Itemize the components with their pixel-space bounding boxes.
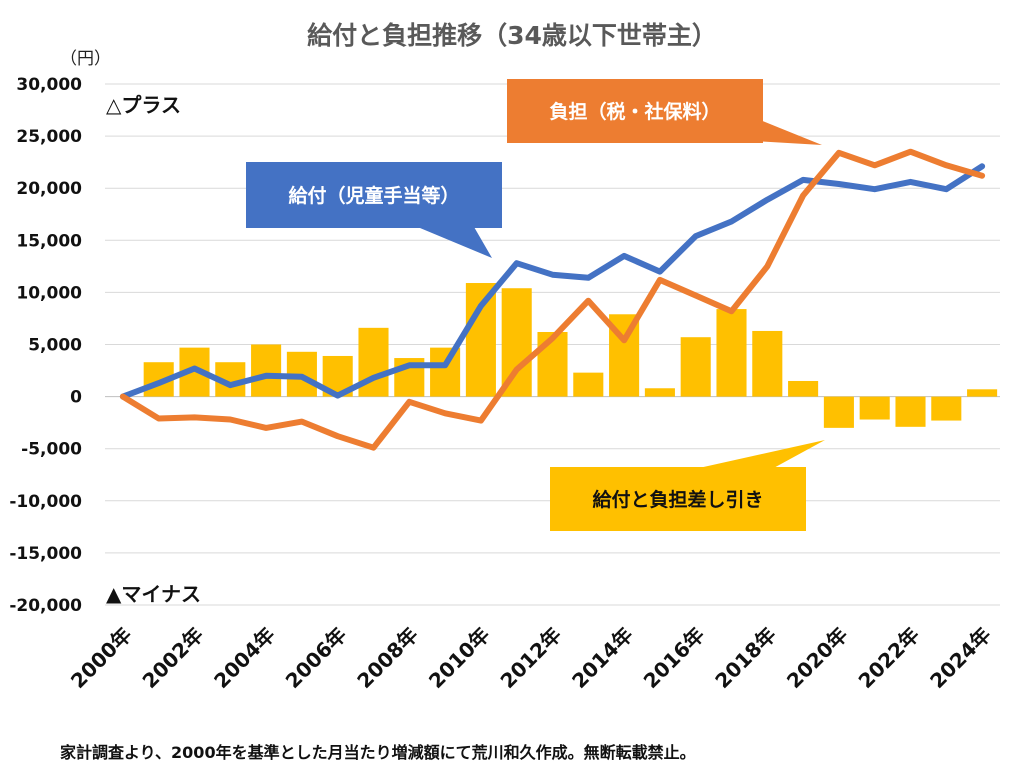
bar bbox=[931, 396, 962, 421]
y-tick-label: 5,000 bbox=[28, 336, 82, 356]
y-tick-label: -10,000 bbox=[9, 492, 82, 512]
bar bbox=[752, 330, 783, 397]
x-tick-label: 2020年 bbox=[782, 623, 852, 693]
x-tick-label: 2016年 bbox=[639, 623, 709, 693]
bar bbox=[465, 283, 496, 397]
x-tick-label: 2008年 bbox=[352, 623, 422, 693]
bar-series bbox=[143, 283, 998, 428]
bar bbox=[716, 309, 747, 397]
bar bbox=[680, 337, 711, 397]
diff-callout-box bbox=[550, 467, 806, 531]
bar bbox=[859, 396, 890, 420]
bar bbox=[895, 396, 926, 427]
benefit-callout-box bbox=[246, 162, 502, 228]
x-tick-label: 2018年 bbox=[710, 623, 780, 693]
y-tick-label: 15,000 bbox=[16, 231, 82, 251]
y-axis-unit: （円） bbox=[60, 49, 111, 69]
benefit-line bbox=[119, 163, 986, 400]
y-tick-label: -15,000 bbox=[9, 544, 82, 564]
benefit-callout-pointer bbox=[380, 220, 492, 258]
burden-line bbox=[119, 148, 986, 451]
plus-label: △プラス bbox=[106, 93, 181, 117]
x-tick-label: 2010年 bbox=[424, 623, 494, 693]
y-tick-label: 0 bbox=[70, 388, 82, 408]
y-tick-label: 20,000 bbox=[16, 179, 82, 199]
bar bbox=[823, 396, 854, 428]
bar bbox=[644, 388, 675, 397]
bar bbox=[788, 380, 819, 397]
bar bbox=[501, 288, 532, 397]
x-tick-label: 2004年 bbox=[209, 623, 279, 693]
y-axis-ticks: 30,000 25,000 20,000 15,000 10,000 5,000 0 -5,0… bbox=[9, 75, 82, 616]
chart: 30,000 25,000 20,000 15,000 10,000 5,000 0 -5,0… bbox=[9, 75, 1000, 693]
y-tick-label: 30,000 bbox=[16, 75, 82, 95]
diff-callout-pointer bbox=[690, 440, 825, 470]
bar bbox=[573, 372, 604, 397]
burden-callout-label: 負担（税・社保料） bbox=[549, 100, 720, 123]
bar bbox=[430, 347, 461, 397]
benefit-callout-label: 給付（児童手当等） bbox=[288, 184, 459, 207]
diff-callout-label: 給付と負担差し引き bbox=[592, 488, 763, 511]
y-tick-label: 25,000 bbox=[16, 127, 82, 147]
x-tick-label: 2006年 bbox=[281, 623, 351, 693]
x-tick-label: 2024年 bbox=[925, 623, 995, 693]
x-tick-label: 2014年 bbox=[567, 623, 637, 693]
minus-label: ▲マイナス bbox=[106, 582, 201, 606]
line-series bbox=[119, 148, 986, 451]
bar bbox=[967, 389, 998, 397]
source-note: 家計調査より、2000年を基準とした月当たり増減額にて荒川和久作成。無断転載禁止… bbox=[60, 743, 696, 762]
x-tick-label: 2022年 bbox=[854, 623, 924, 693]
x-tick-label: 2002年 bbox=[138, 623, 208, 693]
callouts: 負担（税・社保料） 給付（児童手当等） 給付と負担差し引き △プラス ▲マイナス bbox=[106, 79, 825, 606]
y-tick-label: 10,000 bbox=[16, 283, 82, 303]
y-tick-label: -5,000 bbox=[21, 440, 82, 460]
chart-title: 給付と負担推移（34歳以下世帯主） bbox=[307, 21, 717, 50]
y-tick-label: -20,000 bbox=[9, 596, 82, 616]
bar bbox=[537, 331, 568, 397]
bar bbox=[251, 344, 282, 397]
burden-callout-box bbox=[507, 79, 763, 143]
x-axis-ticks: 2000年 2002年 2004年 2006年 2008年 2010年 2012年 2014年… bbox=[66, 623, 996, 693]
x-tick-label: 2000年 bbox=[66, 623, 136, 693]
x-tick-label: 2012年 bbox=[496, 623, 566, 693]
